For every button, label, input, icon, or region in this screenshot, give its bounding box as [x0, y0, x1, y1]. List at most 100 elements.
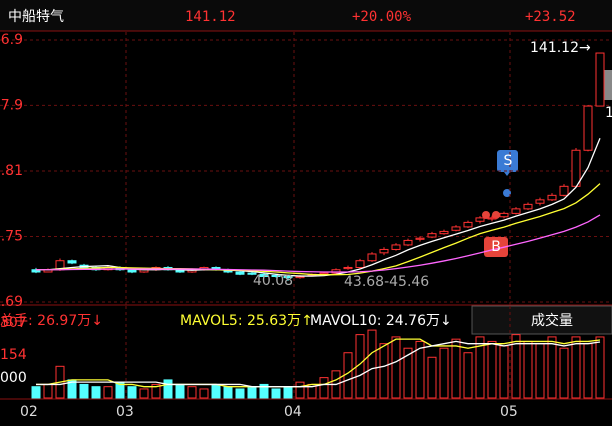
candle-body	[127, 269, 137, 273]
candle-body	[271, 274, 281, 278]
annotation: 40.08	[253, 273, 293, 289]
volume-bar	[259, 383, 269, 399]
x-tick-label: 04	[284, 404, 302, 420]
volume-bar	[283, 386, 293, 399]
volume-bar	[223, 386, 233, 399]
candle-body	[283, 276, 293, 279]
volume-bar	[511, 334, 521, 399]
candle-body	[235, 271, 245, 275]
candle-body	[427, 233, 437, 238]
annotation: 141.12→	[530, 40, 591, 56]
volume-bar	[475, 336, 485, 399]
change-pct: +20.00%	[352, 9, 412, 25]
volume-bar	[499, 345, 509, 399]
x-tick-label: 02	[20, 404, 38, 420]
annotation: 1	[605, 105, 612, 121]
volume-bar	[151, 383, 161, 399]
volume-bar	[79, 383, 89, 399]
candle-body	[355, 260, 365, 268]
volume-bar	[451, 338, 461, 399]
candle-body	[463, 221, 473, 228]
price: 141.12	[185, 9, 236, 25]
change: +23.52	[525, 9, 576, 25]
ma-line	[36, 340, 601, 388]
candle-body	[487, 217, 497, 220]
y-tick-label: 117.9	[0, 97, 23, 113]
volume-bar	[43, 383, 53, 399]
y-tick-label: 59.75	[0, 228, 23, 244]
x-tick-label: 03	[116, 404, 134, 420]
candle-body	[451, 226, 461, 231]
buy-dot	[492, 211, 500, 219]
volume-bar	[583, 343, 593, 399]
volume-bar	[403, 347, 413, 399]
volume-bar	[367, 329, 377, 399]
volume-bar	[187, 386, 197, 399]
annotation: 43.68-45.46	[344, 274, 429, 290]
volume-bar	[103, 386, 113, 399]
volume-legend: MAVOL10: 24.76万↓	[310, 313, 452, 329]
annotation: B	[491, 239, 501, 255]
candle-body	[403, 239, 413, 246]
ma-line	[36, 183, 601, 276]
candle-body	[67, 260, 77, 264]
volume-axis-label: 307	[0, 315, 27, 331]
volume-bar	[211, 383, 221, 399]
candle-body	[511, 208, 521, 214]
candle-body	[367, 253, 377, 262]
ma-line	[36, 214, 601, 273]
candle-body	[343, 266, 353, 270]
candle-body	[259, 273, 269, 278]
volume-bar	[415, 340, 425, 399]
volume-bar	[319, 377, 329, 399]
volume-bar	[535, 343, 545, 399]
sell-dot	[503, 189, 511, 197]
indicator-button-label[interactable]: 成交量	[531, 312, 573, 329]
volume-bar	[235, 388, 245, 399]
volume-legend: MAVOL5: 25.63万↑	[180, 313, 313, 329]
y-tick-label: 146.9	[0, 32, 23, 48]
volume-bar	[571, 336, 581, 399]
volume-bar	[379, 343, 389, 399]
volume-bar	[391, 336, 401, 399]
volume-bar	[163, 379, 173, 399]
candle-body	[559, 185, 569, 196]
sell-marker[interactable]	[497, 150, 518, 176]
annotation: S	[504, 153, 513, 169]
volume-bar	[31, 386, 41, 399]
candle-body	[391, 244, 401, 250]
candle-body	[439, 230, 449, 235]
volume-bar	[271, 388, 281, 399]
candle-body	[595, 52, 605, 107]
candle-body	[475, 217, 485, 222]
volume-bar	[595, 336, 605, 399]
volume-bar	[523, 340, 533, 399]
y-tick-label: 88.81	[0, 163, 23, 179]
volume-axis-label: 154	[0, 347, 27, 363]
buy-marker[interactable]	[484, 237, 508, 257]
volume-bar	[427, 356, 437, 399]
volume-bar	[439, 347, 449, 399]
header-bar	[0, 0, 612, 31]
volume-bar	[199, 388, 209, 399]
volume-axis-label: 000	[0, 370, 27, 386]
candle-body	[583, 105, 593, 151]
volume-bar	[487, 340, 497, 399]
volume-bar	[91, 386, 101, 399]
x-tick-label: 05	[500, 404, 518, 420]
volume-bar	[463, 352, 473, 399]
candle-body	[379, 248, 389, 254]
volume-bar	[175, 383, 185, 399]
volume-bar	[559, 347, 569, 399]
candle-body	[415, 237, 425, 240]
candle-body	[547, 194, 557, 201]
volume-bar	[139, 388, 149, 399]
candle-body	[571, 149, 581, 187]
candle-body	[523, 203, 533, 210]
volume-legend: 总手: 26.97万↓	[0, 313, 103, 329]
y-tick-label: 30.69	[0, 294, 23, 310]
indicator-button[interactable]	[471, 305, 612, 335]
candle-body	[499, 212, 509, 218]
candle-body	[247, 272, 257, 275]
